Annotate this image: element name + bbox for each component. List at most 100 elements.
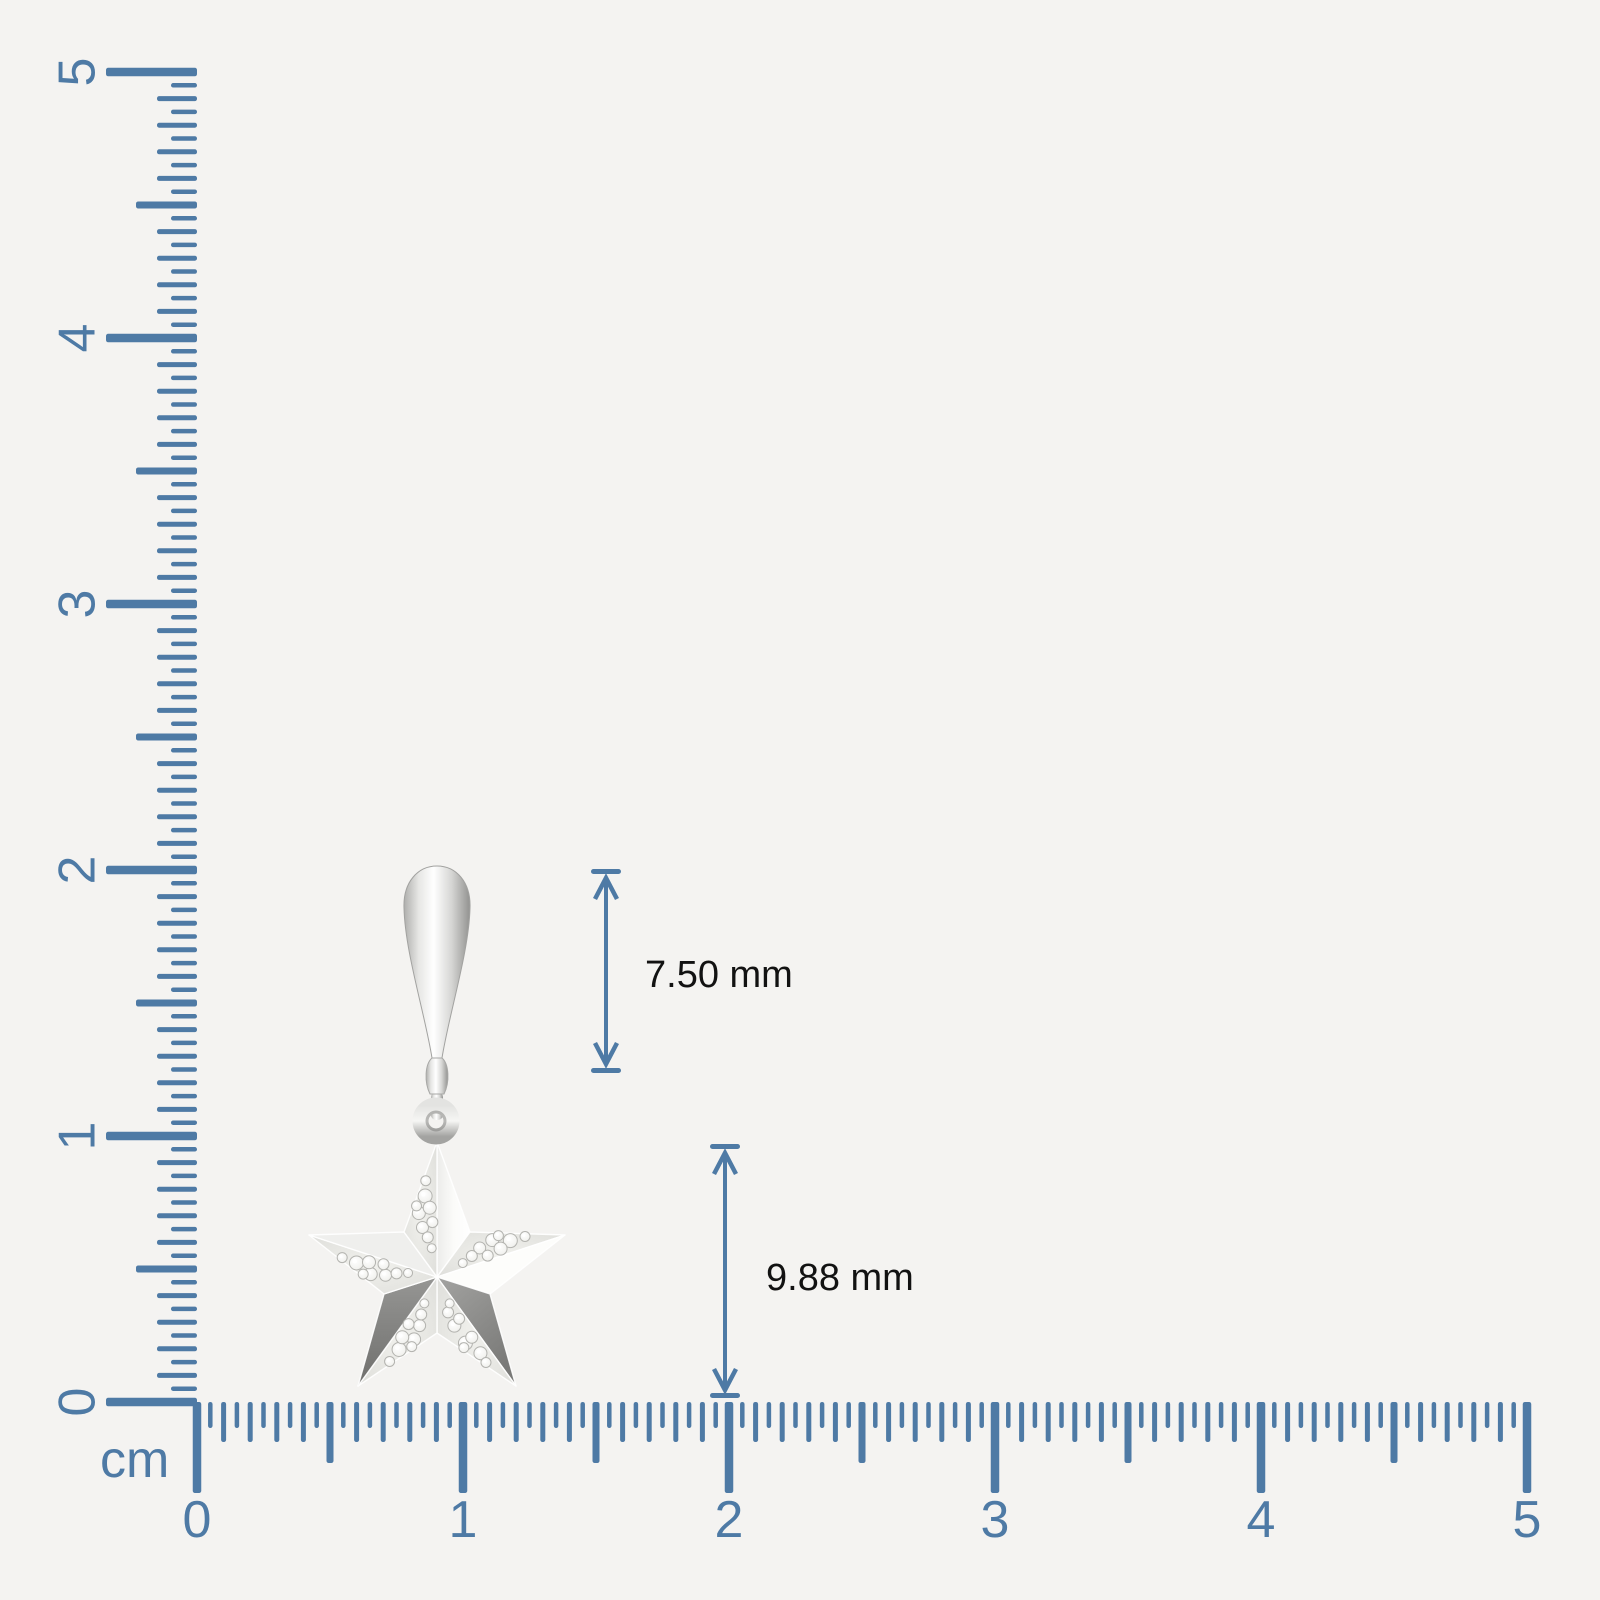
horizontal-ruler-tick xyxy=(899,1402,905,1428)
horizontal-ruler-tick xyxy=(952,1402,958,1428)
pave-diamond-sparkle xyxy=(352,1258,357,1264)
horizontal-ruler-tick xyxy=(1124,1402,1132,1463)
horizontal-ruler-label-1: 1 xyxy=(449,1491,478,1549)
horizontal-ruler-tick xyxy=(1192,1402,1197,1428)
horizontal-ruler-tick xyxy=(580,1402,585,1428)
horizontal-ruler-tick xyxy=(380,1402,386,1442)
horizontal-ruler-tick xyxy=(221,1402,227,1442)
horizontal-ruler-tick xyxy=(1471,1402,1477,1442)
vertical-ruler-tick xyxy=(106,1397,197,1407)
vertical-ruler-tick xyxy=(171,721,197,726)
vertical-ruler-tick xyxy=(171,987,197,992)
vertical-ruler-tick xyxy=(171,535,197,540)
vertical-ruler-tick xyxy=(157,548,197,554)
pave-diamond-sparkle xyxy=(339,1254,343,1258)
horizontal-ruler-tick xyxy=(1085,1402,1091,1428)
pave-diamond-sparkle xyxy=(444,1309,449,1313)
horizontal-ruler-tick xyxy=(1205,1402,1211,1442)
vertical-ruler-tick xyxy=(171,854,197,859)
pave-diamond xyxy=(481,1249,494,1262)
pave-diamond xyxy=(415,1308,428,1321)
vertical-ruler-tick xyxy=(171,269,197,274)
pave-diamond-sparkle xyxy=(495,1232,499,1237)
dim2-bottom-cap xyxy=(710,1393,740,1398)
vertical-ruler-tick xyxy=(157,787,197,793)
vertical-ruler-tick xyxy=(157,1319,197,1325)
horizontal-ruler-tick xyxy=(965,1402,971,1442)
vertical-ruler-label-2: 2 xyxy=(49,856,107,885)
horizontal-ruler-tick xyxy=(1378,1402,1383,1428)
horizontal-ruler-tick xyxy=(873,1402,878,1428)
pave-diamond-sparkle xyxy=(418,1311,422,1315)
vertical-ruler-tick xyxy=(171,668,197,673)
horizontal-ruler-tick xyxy=(1338,1402,1344,1442)
vertical-ruler-tick xyxy=(157,1053,197,1059)
horizontal-ruler-tick xyxy=(192,1402,202,1493)
horizontal-ruler-tick xyxy=(1245,1402,1250,1428)
vertical-ruler: 5 4 3 2 1 0 xyxy=(49,58,197,1416)
horizontal-ruler-tick xyxy=(740,1402,745,1428)
vertical-ruler-tick xyxy=(157,415,197,421)
pave-diamond-sparkle xyxy=(496,1244,502,1250)
pave-diamond xyxy=(377,1258,390,1271)
vertical-ruler-tick xyxy=(157,388,197,394)
pave-diamond xyxy=(426,1216,439,1229)
vertical-ruler-tick xyxy=(157,495,197,501)
star-pendant xyxy=(308,865,566,1387)
horizontal-ruler-tick xyxy=(394,1402,399,1428)
pave-diamond-sparkle xyxy=(429,1245,433,1249)
pave-diamond-sparkle xyxy=(382,1271,386,1276)
horizontal-ruler-tick xyxy=(1405,1402,1410,1428)
horizontal-ruler-tick xyxy=(1178,1402,1184,1442)
pave-diamond-sparkle xyxy=(450,1321,455,1327)
pave-diamond xyxy=(403,1268,414,1278)
horizontal-ruler-tick xyxy=(939,1402,945,1442)
vertical-ruler-tick xyxy=(157,1293,197,1299)
vertical-ruler-tick xyxy=(171,641,197,647)
pave-diamond xyxy=(453,1312,466,1325)
horizontal-ruler-tick xyxy=(819,1402,825,1428)
pave-diamond-sparkle xyxy=(429,1218,433,1223)
vertical-ruler-tick xyxy=(157,1372,197,1378)
pave-diamond xyxy=(420,1175,432,1187)
pave-diamond-sparkle xyxy=(483,1359,487,1363)
pave-diamond xyxy=(426,1243,437,1254)
dimension-bail-height: 7.50 mm xyxy=(591,869,793,1073)
horizontal-ruler-tick xyxy=(592,1402,600,1463)
horizontal-ruler-tick xyxy=(699,1402,705,1442)
horizontal-ruler-tick xyxy=(1311,1402,1317,1442)
vertical-ruler-tick xyxy=(136,467,197,475)
pave-diamond-sparkle xyxy=(424,1234,429,1238)
horizontal-ruler-tick xyxy=(566,1402,572,1442)
pave-diamond xyxy=(411,1200,423,1212)
vertical-ruler-tick xyxy=(171,1333,197,1338)
vertical-ruler-label-4: 4 xyxy=(49,324,107,353)
horizontal-ruler-tick xyxy=(607,1402,612,1428)
vertical-ruler-tick xyxy=(171,1014,197,1019)
dimension-star-height: 9.88 mm xyxy=(710,1144,914,1398)
horizontal-ruler-tick xyxy=(793,1402,798,1428)
pave-diamond-sparkle xyxy=(360,1271,364,1275)
vertical-ruler-tick xyxy=(171,216,197,221)
pave-diamond-sparkle xyxy=(405,1320,409,1325)
pave-diamond xyxy=(519,1231,531,1242)
vertical-ruler-tick xyxy=(157,521,197,527)
pave-diamond xyxy=(362,1255,377,1270)
dim1-arrowhead-down xyxy=(593,1041,619,1069)
vertical-ruler-label-3: 3 xyxy=(49,590,107,619)
pave-diamond xyxy=(457,1258,468,1269)
horizontal-ruler-tick xyxy=(314,1402,319,1428)
vertical-ruler-tick xyxy=(171,827,197,833)
vertical-ruler-tick xyxy=(106,333,197,343)
horizontal-ruler-tick xyxy=(1325,1402,1330,1428)
horizontal-ruler-tick xyxy=(1431,1402,1437,1428)
horizontal-ruler-label-0: 0 xyxy=(183,1491,212,1549)
vertical-ruler-tick xyxy=(171,907,197,913)
dim2-top-cap xyxy=(710,1144,740,1149)
horizontal-ruler-tick xyxy=(527,1402,532,1428)
vertical-ruler-ticks xyxy=(106,67,197,1407)
horizontal-ruler-tick xyxy=(458,1402,468,1493)
horizontal-ruler: cm 0 1 2 3 4 5 xyxy=(100,1402,1541,1549)
vertical-ruler-tick xyxy=(171,322,197,327)
